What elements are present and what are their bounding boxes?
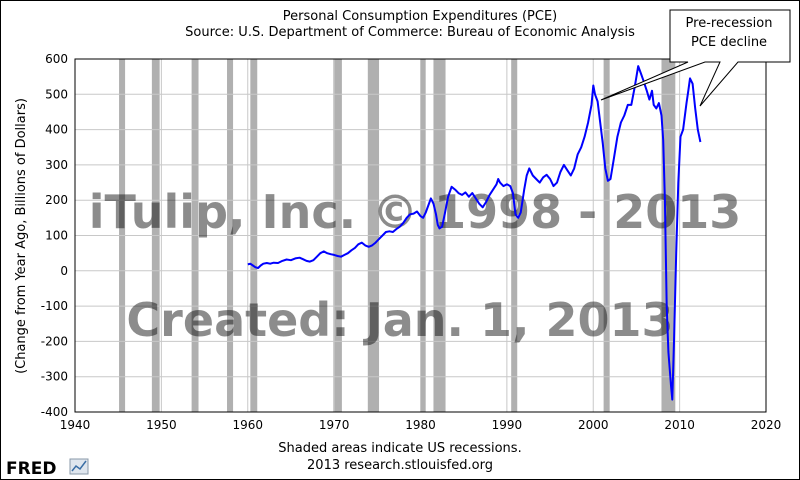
y-tick-label-3: 300 — [45, 158, 68, 172]
x-tick-label-3: 1970 — [319, 418, 350, 432]
y-tick-label-10: -400 — [41, 405, 68, 419]
x-tick-label-1: 1950 — [146, 418, 177, 432]
x-tick-label-8: 2020 — [751, 418, 782, 432]
y-axis-label: (Change from Year Ago, Billions of Dolla… — [14, 98, 29, 374]
fred-logo: FRED — [6, 458, 89, 479]
y-tick-label-5: 100 — [45, 229, 68, 243]
annotation-callout: Pre-recession PCE decline — [600, 9, 791, 107]
y-tick-label-4: 200 — [45, 193, 68, 207]
x-tick-label-6: 2000 — [578, 418, 609, 432]
chart-subtitle: Source: U.S. Department of Commerce: Bur… — [185, 25, 635, 40]
x-tick-label-7: 2010 — [664, 418, 695, 432]
fred-chart-icon — [69, 458, 89, 475]
fred-logo-text: FRED — [6, 459, 56, 479]
annotation-line-2: PCE decline — [691, 35, 767, 50]
watermark-created: Created: Jan. 1, 2013 — [126, 293, 673, 347]
x-tick-label-2: 1960 — [232, 418, 263, 432]
x-tick-label-4: 1980 — [405, 418, 436, 432]
y-tick-label-9: -300 — [41, 370, 68, 384]
source-footer: 2013 research.stlouisfed.org — [307, 458, 493, 473]
y-tick-label-0: 600 — [45, 52, 68, 66]
x-tick-label-0: 1940 — [60, 418, 91, 432]
y-tick-label-1: 500 — [45, 87, 68, 101]
y-tick-label-2: 400 — [45, 123, 68, 137]
plot-border — [74, 58, 767, 413]
x-axis-note: Shaded areas indicate US recessions. — [278, 441, 521, 456]
y-tick-label-7: -100 — [41, 299, 68, 313]
annotation-line-1: Pre-recession — [686, 16, 773, 31]
x-tick-label-5: 1990 — [492, 418, 523, 432]
chart-title: Personal Consumption Expenditures (PCE) — [283, 9, 557, 24]
y-tick-label-6: 0 — [60, 264, 68, 278]
y-tick-label-8: -200 — [41, 334, 68, 348]
